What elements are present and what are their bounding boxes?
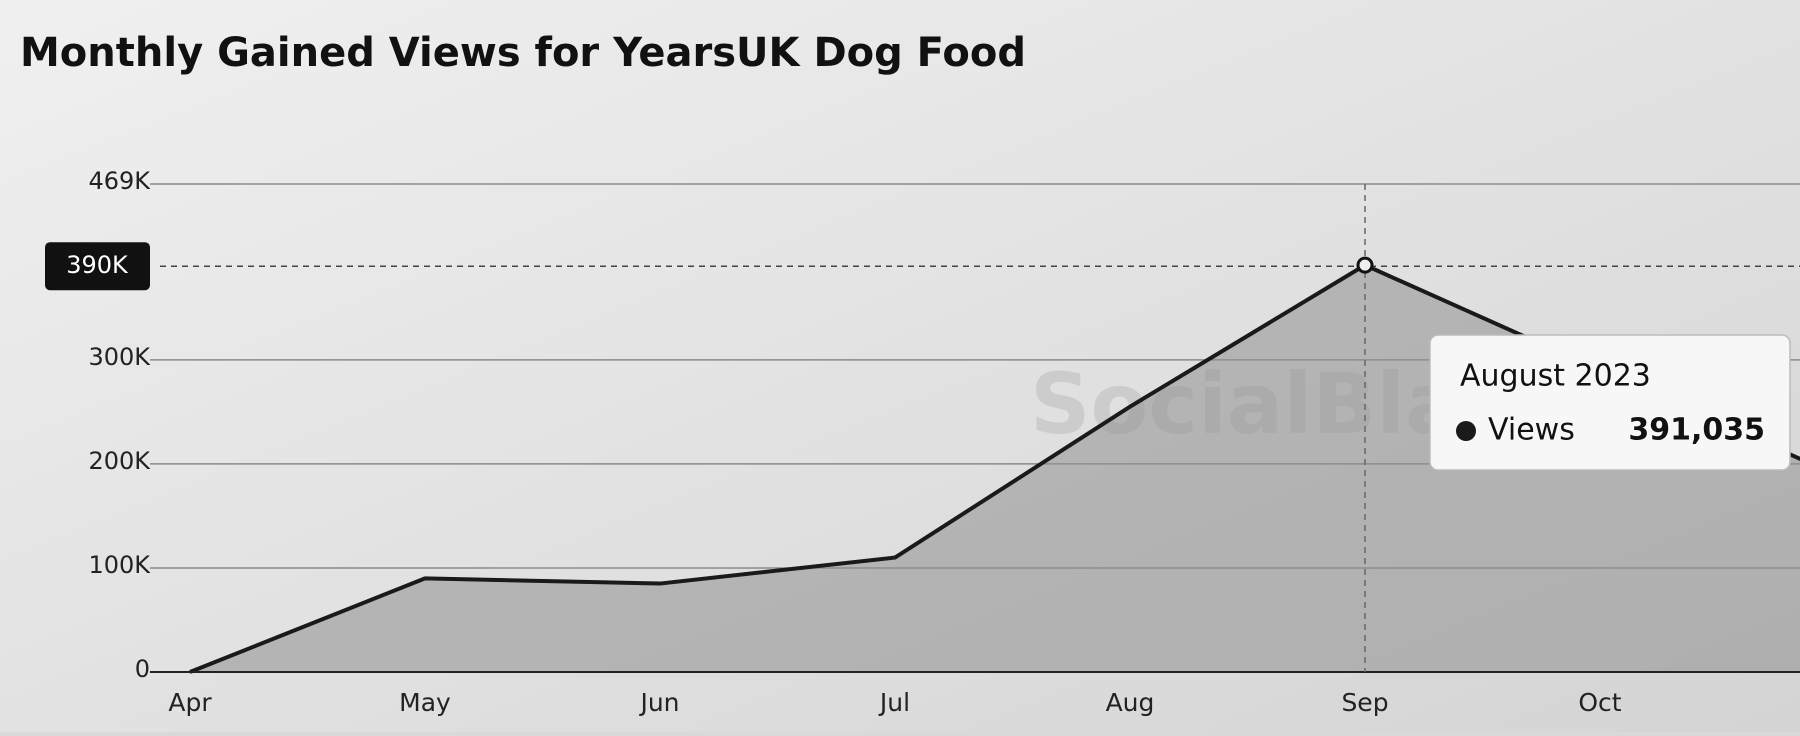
chart-title: Monthly Gained Views for YearsUK Dog Foo… xyxy=(20,30,1026,76)
x-tick-label: Oct xyxy=(1578,688,1621,717)
tooltip-title: August 2023 xyxy=(1460,359,1651,394)
crosshair-label: 390K xyxy=(66,251,129,279)
tooltip-legend-dot xyxy=(1456,421,1476,441)
y-tick-label: 200K xyxy=(88,447,151,475)
x-tick-label: Jun xyxy=(638,688,679,717)
x-tick-label: Jul xyxy=(878,688,910,717)
x-tick-label: Aug xyxy=(1106,688,1155,717)
tooltip-series-name: Views xyxy=(1488,413,1575,448)
plot: SocialBlade0100K200K300K469KAprMayJunJul… xyxy=(45,167,1800,717)
tooltip-value: 391,035 xyxy=(1628,413,1765,448)
x-tick-label: Apr xyxy=(168,688,212,717)
x-tick-label: Sep xyxy=(1341,688,1388,717)
area xyxy=(190,265,1800,672)
x-tick-label: May xyxy=(399,688,451,717)
active-point xyxy=(1356,256,1374,274)
tooltip-box xyxy=(1429,334,1791,471)
y-tick-label: 100K xyxy=(88,551,151,579)
y-tick-label: 300K xyxy=(88,343,151,371)
y-tick-label: 0 xyxy=(135,655,150,683)
crosshair-label-box xyxy=(45,242,150,291)
y-tick-label: 469K xyxy=(88,167,151,195)
